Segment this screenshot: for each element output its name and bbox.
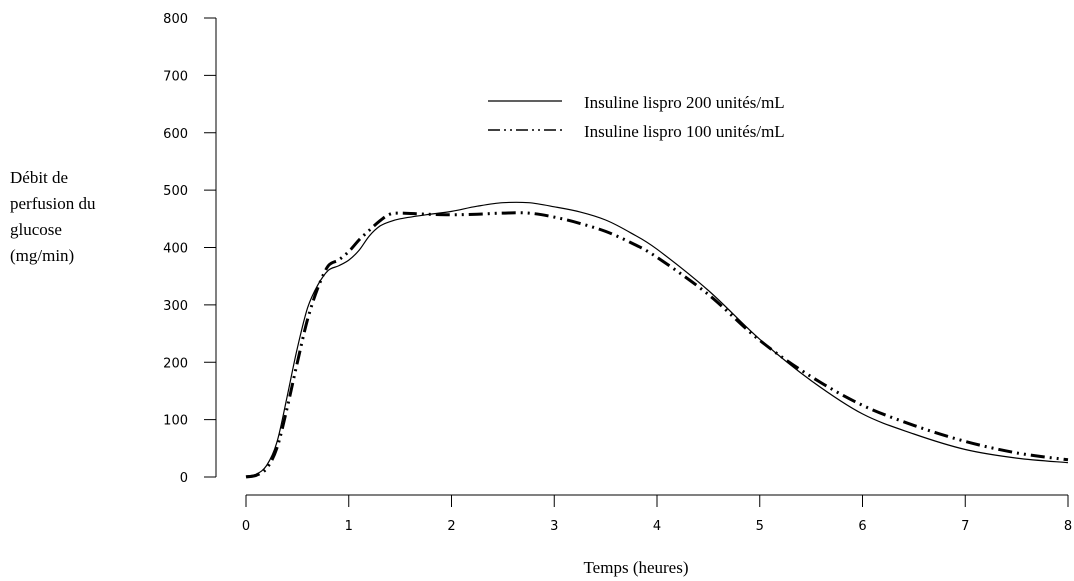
y-tick-label: 700 xyxy=(163,69,188,84)
y-tick-label: 100 xyxy=(163,414,188,429)
x-tick-label: 8 xyxy=(1064,519,1072,534)
y-tick-label: 0 xyxy=(180,471,188,486)
legend: Insuline lispro 200 unités/mL Insuline l… xyxy=(488,93,785,141)
x-tick-label: 7 xyxy=(961,519,969,534)
x-tick-label: 2 xyxy=(447,519,455,534)
y-label-line-3: glucose xyxy=(10,220,62,239)
series-line-lispro-200 xyxy=(245,201,1069,477)
series-line-lispro-100 xyxy=(245,211,1069,479)
x-tick-label: 6 xyxy=(858,519,866,534)
x-tick-label: 5 xyxy=(756,519,764,534)
series-layer xyxy=(245,201,1069,479)
y-label-line-2: perfusion du xyxy=(10,194,96,213)
y-axis-ticks: 0 100 200 300 400 500 600 700 800 xyxy=(163,12,216,486)
x-tick-label: 3 xyxy=(550,519,558,534)
x-axis-label: Temps (heures) xyxy=(583,558,688,577)
x-tick-label: 0 xyxy=(242,519,250,534)
y-tick-label: 500 xyxy=(163,184,188,199)
y-axis-label: Débit de perfusion du glucose (mg/min) xyxy=(10,168,96,265)
y-tick-label: 200 xyxy=(163,356,188,371)
y-tick-label: 600 xyxy=(163,127,188,142)
y-label-line-4: (mg/min) xyxy=(10,246,74,265)
x-tick-label: 4 xyxy=(653,519,661,534)
y-tick-label: 800 xyxy=(163,12,188,27)
y-tick-label: 400 xyxy=(163,242,188,257)
y-label-line-1: Débit de xyxy=(10,168,68,187)
legend-label-100: Insuline lispro 100 unités/mL xyxy=(584,122,785,141)
x-axis-ticks: 0 1 2 3 4 5 6 7 8 xyxy=(242,495,1072,534)
legend-label-200: Insuline lispro 200 unités/mL xyxy=(584,93,785,112)
x-tick-label: 1 xyxy=(345,519,353,534)
y-tick-label: 300 xyxy=(163,299,188,314)
